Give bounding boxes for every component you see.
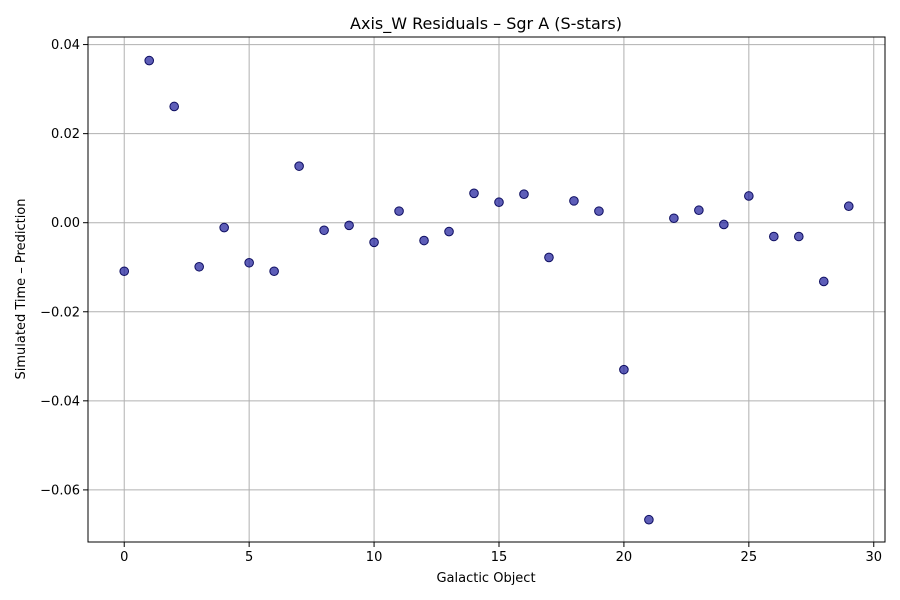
x-tick-label: 0 xyxy=(120,550,128,565)
data-point xyxy=(369,237,379,248)
data-points xyxy=(119,55,854,525)
y-tick-label: 0.00 xyxy=(51,216,80,231)
data-point xyxy=(594,206,604,216)
data-point xyxy=(244,257,254,268)
x-tick-label: 30 xyxy=(865,550,882,565)
y-axis-label: Simulated Time – Prediction xyxy=(14,199,29,380)
y-axis-ticks: −0.06 −0.04 −0.02 0.00 0.02 0.04 xyxy=(40,38,88,498)
data-point xyxy=(644,514,654,525)
plot-frame xyxy=(87,36,886,543)
x-tick-label: 25 xyxy=(741,550,758,565)
data-point xyxy=(769,231,779,242)
data-point xyxy=(544,252,554,263)
data-point xyxy=(818,276,829,287)
data-point xyxy=(694,205,704,216)
data-point xyxy=(119,266,130,277)
data-point xyxy=(444,226,454,237)
x-tick-label: 20 xyxy=(616,550,633,565)
data-point xyxy=(719,219,729,230)
grid-lines xyxy=(88,37,885,542)
data-point xyxy=(469,188,479,199)
x-tick-label: 10 xyxy=(366,550,383,565)
data-point xyxy=(169,101,179,112)
data-point xyxy=(619,364,629,375)
data-point xyxy=(843,201,854,212)
data-point xyxy=(569,196,579,206)
data-point xyxy=(319,225,329,236)
data-point xyxy=(194,261,204,272)
data-point xyxy=(269,266,279,277)
y-tick-label: −0.04 xyxy=(40,394,80,409)
data-point xyxy=(794,231,804,242)
y-tick-label: −0.06 xyxy=(40,483,80,498)
data-point xyxy=(344,220,354,231)
data-point xyxy=(669,213,679,224)
data-point xyxy=(294,161,304,171)
data-point xyxy=(394,206,404,216)
x-axis-label: Galactic Object xyxy=(436,571,535,586)
data-point xyxy=(144,55,155,66)
y-tick-label: 0.02 xyxy=(51,127,80,142)
x-axis-ticks: 0 5 10 15 20 25 30 xyxy=(120,542,882,565)
data-point xyxy=(419,235,429,246)
data-point xyxy=(494,197,504,208)
x-tick-label: 15 xyxy=(491,550,508,565)
data-point xyxy=(519,189,529,200)
y-tick-label: 0.04 xyxy=(51,38,80,53)
data-point xyxy=(219,222,229,233)
data-point xyxy=(744,191,754,201)
x-tick-label: 5 xyxy=(245,550,253,565)
y-tick-label: −0.02 xyxy=(40,305,80,320)
chart-title: Axis_W Residuals – Sgr A (S-stars) xyxy=(350,14,622,34)
